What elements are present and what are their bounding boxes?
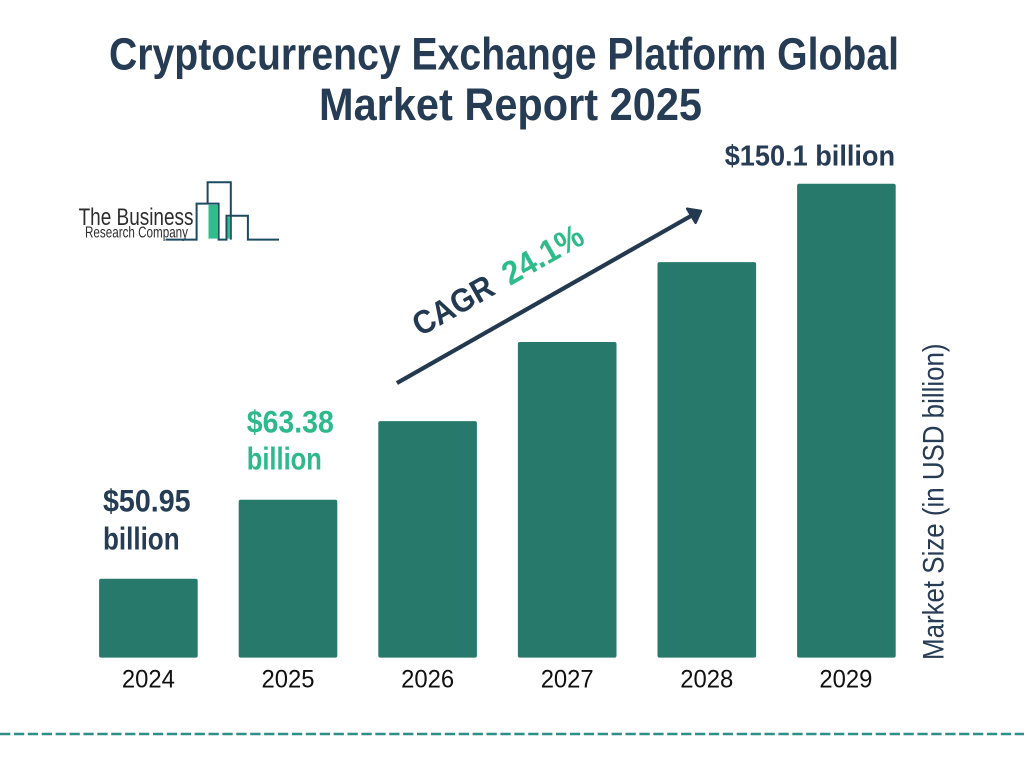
svg-text:The Business: The Business — [79, 204, 194, 231]
svg-text:$50.95: $50.95 — [103, 483, 191, 519]
svg-text:2024: 2024 — [122, 666, 175, 694]
svg-text:Research Company: Research Company — [85, 225, 188, 242]
svg-text:2028: 2028 — [680, 666, 733, 694]
svg-text:2025: 2025 — [262, 666, 315, 694]
svg-text:2026: 2026 — [401, 666, 454, 694]
svg-text:Cryptocurrency Exchange Platfo: Cryptocurrency Exchange Platform Global — [109, 28, 899, 79]
svg-text:$63.38: $63.38 — [247, 403, 334, 439]
svg-text:billion: billion — [247, 440, 322, 476]
svg-text:2027: 2027 — [541, 666, 594, 694]
svg-text:2029: 2029 — [819, 666, 872, 694]
svg-text:$150.1 billion: $150.1 billion — [725, 141, 895, 173]
svg-text:Market Report 2025: Market Report 2025 — [319, 79, 702, 130]
svg-text:Market Size (in USD billion): Market Size (in USD billion) — [918, 344, 951, 661]
svg-text:billion: billion — [103, 521, 180, 557]
